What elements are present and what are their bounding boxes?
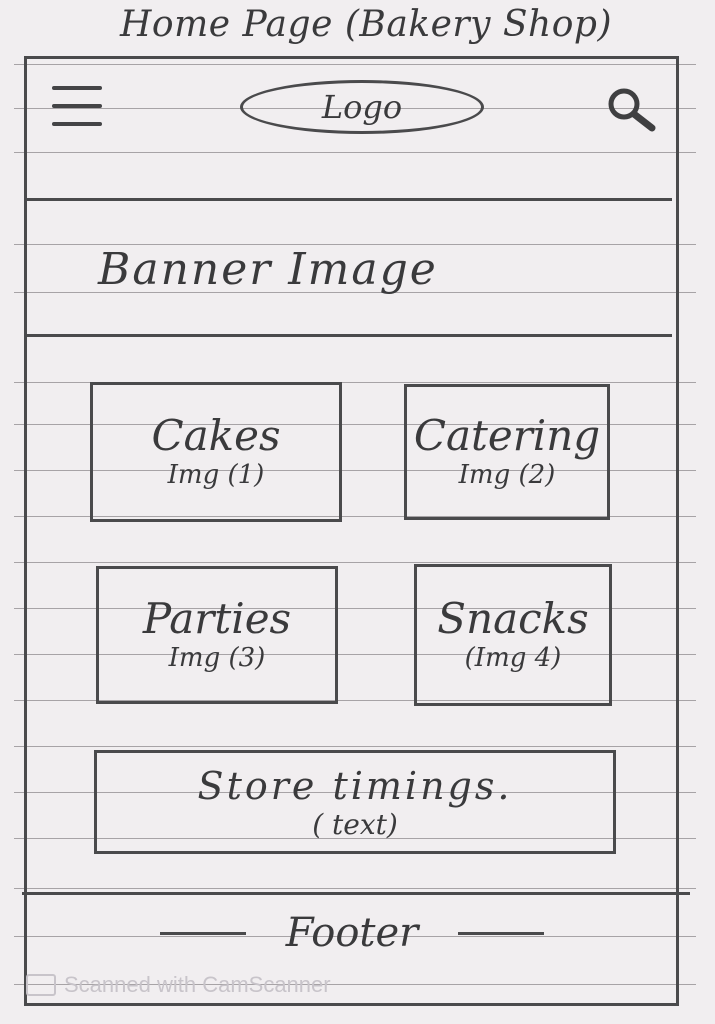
footer-dash-left	[159, 931, 246, 935]
ruled-line	[14, 984, 696, 985]
footer-divider	[22, 892, 690, 895]
category-tile-catering[interactable]: Catering Img (2)	[404, 384, 610, 520]
tile-subtitle: Img (2)	[458, 460, 556, 491]
logo-label: Logo	[321, 88, 403, 126]
category-tile-cakes[interactable]: Cakes Img (1)	[90, 382, 342, 522]
banner-label: Banner Image	[98, 243, 438, 295]
search-icon[interactable]	[604, 84, 658, 136]
watermark-text: Scanned with CamScanner	[64, 972, 331, 997]
ruled-line	[14, 608, 696, 609]
tile-title: Snacks	[437, 593, 589, 643]
store-timings-text: ( text)	[312, 807, 398, 841]
ruled-line	[14, 424, 696, 425]
store-timings-title: Store timings.	[197, 763, 513, 808]
footer: Footer	[28, 898, 676, 968]
ruled-line	[14, 888, 696, 889]
tile-title: Parties	[142, 593, 292, 643]
ruled-line	[14, 244, 696, 245]
ruled-line	[14, 470, 696, 471]
ruled-line	[14, 64, 696, 65]
banner-image[interactable]: Banner Image	[28, 202, 668, 336]
ruled-line	[14, 936, 696, 937]
category-tile-snacks[interactable]: Snacks (Img 4)	[414, 564, 612, 706]
scanner-watermark: Scanned with CamScanner	[26, 970, 331, 1000]
tile-subtitle: Img (3)	[168, 643, 266, 674]
sheet-title: Home Page (Bakery Shop)	[120, 4, 612, 45]
ruled-line	[14, 516, 696, 517]
store-timings-box: Store timings. ( text)	[94, 750, 616, 854]
footer-label: Footer	[285, 910, 419, 956]
ruled-line	[14, 746, 696, 747]
hamburger-menu-icon[interactable]	[52, 84, 104, 130]
banner-divider	[26, 334, 672, 337]
ruled-line	[14, 292, 696, 293]
category-tile-parties[interactable]: Parties Img (3)	[96, 566, 338, 704]
ruled-line	[14, 700, 696, 701]
footer-dash-right	[458, 931, 545, 935]
ruled-line	[14, 562, 696, 563]
tile-subtitle: (Img 4)	[464, 643, 562, 674]
ruled-line	[14, 838, 696, 839]
tile-title: Catering	[413, 410, 601, 460]
ruled-line	[14, 792, 696, 793]
ruled-line	[14, 654, 696, 655]
ruled-line	[14, 382, 696, 383]
ruled-line	[14, 152, 696, 153]
tile-title: Cakes	[151, 410, 281, 460]
phone-frame	[24, 56, 679, 1006]
header-divider	[26, 198, 672, 201]
logo[interactable]: Logo	[240, 80, 484, 134]
camscanner-logo-icon	[26, 974, 56, 996]
tile-subtitle: Img (1)	[167, 460, 265, 491]
